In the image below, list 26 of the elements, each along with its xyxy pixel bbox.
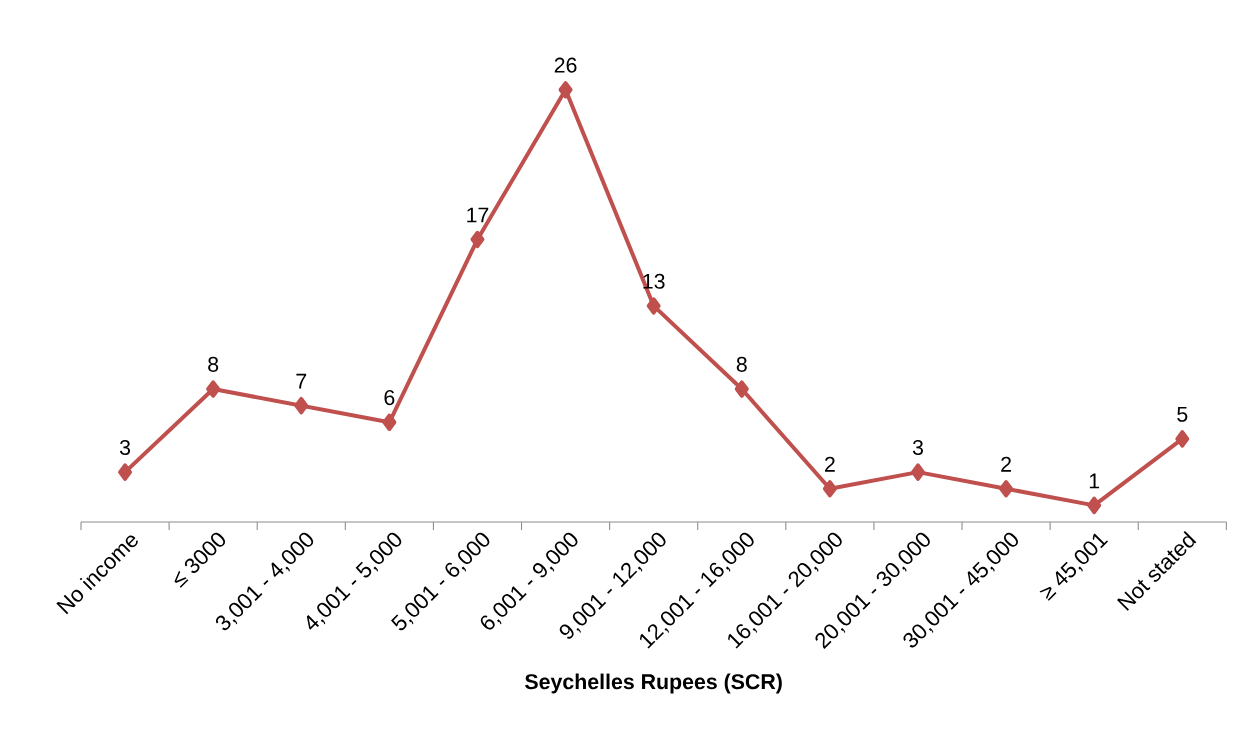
point <box>1175 430 1190 448</box>
point <box>734 380 749 398</box>
point <box>294 396 309 415</box>
data-label: 8 <box>208 356 219 372</box>
data-label: 6 <box>384 390 395 406</box>
point <box>822 480 837 498</box>
point <box>999 480 1014 498</box>
point <box>118 463 133 481</box>
point <box>470 230 485 249</box>
data-label: 3 <box>912 439 923 456</box>
data-label: 26 <box>554 57 577 73</box>
data-label: 5 <box>1177 406 1188 422</box>
data-label: 2 <box>1001 456 1011 472</box>
point <box>206 380 221 398</box>
point <box>646 297 661 315</box>
point <box>910 463 925 481</box>
data-label: 1 <box>1089 473 1100 489</box>
data-label: 8 <box>736 356 747 372</box>
x-axis-title: Seychelles Rupees (SCR) <box>525 673 782 694</box>
point <box>1087 496 1102 515</box>
point <box>382 413 397 431</box>
point <box>558 81 573 99</box>
data-label: 2 <box>825 456 835 472</box>
data-label: 7 <box>296 373 307 389</box>
data-label: 17 <box>467 207 489 223</box>
data-label: 3 <box>119 439 131 456</box>
